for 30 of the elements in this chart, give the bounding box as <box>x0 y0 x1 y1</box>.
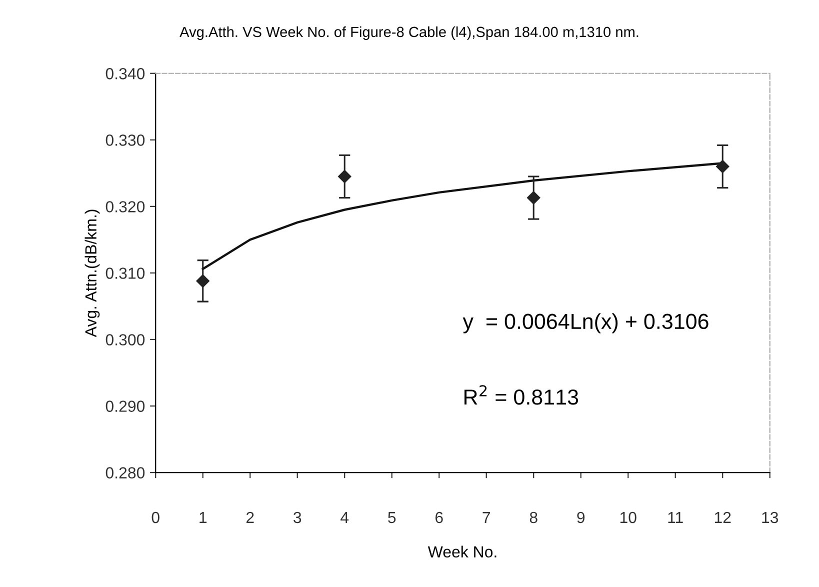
point <box>196 274 210 288</box>
x-tick-label: 1 <box>200 512 207 523</box>
x-axis-title: Week No. <box>428 546 496 558</box>
x-tick-label: 3 <box>294 512 302 524</box>
annotation: y = 0.0064Ln(x) + 0.3106 <box>462 313 708 334</box>
x-tick-label: 7 <box>482 512 490 523</box>
x-tick-label: 8 <box>530 512 538 524</box>
y-tick-label: 0.330 <box>106 134 145 146</box>
x-tick-label: 0 <box>152 512 160 524</box>
point <box>338 170 352 184</box>
y-tick-label: 0.280 <box>106 467 145 478</box>
x-tick-label: 5 <box>388 512 396 524</box>
x-tick-label: 12 <box>714 512 731 523</box>
x-tick-label: 9 <box>577 512 585 524</box>
x-tick-label: 6 <box>435 512 443 524</box>
y-tick-label: 0.300 <box>106 334 145 346</box>
x-tick-label: 13 <box>762 512 778 524</box>
x-tick-label: 4 <box>340 512 349 523</box>
annotation: R$^{2}$ = 0.8113 <box>464 385 578 405</box>
y-axis-title: Avg. Attn.(dB/km.) <box>84 210 100 338</box>
y-tick-label: 0.310 <box>106 268 145 279</box>
chart-title: Avg.Atth. VS Week No. of Figure-8 Cable (l4),Span 184.00 m,1310 nm. <box>180 26 638 40</box>
x-tick-label: 11 <box>668 512 683 523</box>
y-tick-label: 0.290 <box>106 400 145 412</box>
x-tick-label: 2 <box>246 512 254 523</box>
point <box>527 191 540 204</box>
point <box>716 160 730 174</box>
y-tick-label: 0.320 <box>106 201 145 212</box>
x-tick-label: 10 <box>620 512 636 524</box>
y-tick-label: 0.340 <box>106 68 145 80</box>
